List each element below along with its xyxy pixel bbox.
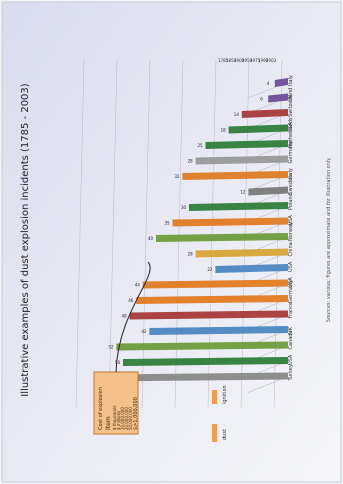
category-label: Sweden — [288, 175, 294, 195]
bar — [129, 310, 288, 320]
key: dust ignition — [212, 385, 228, 442]
data-label: 48 — [122, 314, 128, 319]
key-label-dust: dust — [222, 429, 228, 440]
data-label: 50 — [115, 360, 121, 365]
legend-item-1: $ thousands — [112, 405, 117, 430]
bar — [228, 124, 288, 134]
legend-item-5: 50,000,000 — [128, 407, 133, 430]
data-label: 4 — [267, 81, 270, 86]
category-label: USA — [288, 215, 294, 226]
legend-title: Cost of explosion — [98, 387, 104, 430]
data-label: 12 — [240, 190, 246, 195]
data-label: 25 — [198, 143, 204, 148]
legend-connector — [115, 261, 151, 373]
legend-item-2: $ millions — [116, 411, 121, 430]
data-label: 35 — [165, 221, 171, 226]
data-label: 30 — [181, 205, 187, 210]
gridline-vertical — [174, 59, 184, 409]
category-label: Netherlands — [288, 117, 294, 148]
category-label: Poland — [288, 193, 294, 210]
category-label: UK — [288, 94, 294, 102]
data-label: 52 — [108, 345, 114, 350]
category-label: Italy — [288, 168, 294, 179]
legend-box: Cost of explosion Item $ thousands $ mil… — [93, 371, 139, 435]
category-label: Germany — [288, 140, 294, 163]
bar — [241, 109, 288, 118]
bar — [205, 140, 288, 149]
bar — [142, 279, 288, 289]
category-label: Italy — [288, 75, 294, 86]
category-label: Germany — [288, 280, 294, 303]
axis-tick-label: 1900 — [234, 58, 245, 63]
bar — [195, 248, 288, 258]
legend-item-3: 10,000,000 — [120, 407, 125, 430]
axis-tick-label: 1850 — [226, 58, 237, 63]
slide-title: Illustrative examples of dust explosion … — [20, 83, 31, 396]
data-label: 44 — [135, 283, 141, 288]
key-swatch-dust — [212, 424, 217, 442]
data-label: 18 — [221, 128, 227, 133]
bar — [116, 341, 289, 351]
data-label: 14 — [234, 112, 240, 117]
data-label: 46 — [128, 298, 134, 303]
data-label: 6 — [260, 97, 263, 102]
data-label: 40 — [148, 236, 154, 241]
bar — [274, 78, 288, 87]
category-label: USA — [288, 277, 294, 288]
axis-tick-label: 1785 — [218, 58, 229, 63]
key-label-ignition: ignition — [222, 385, 228, 404]
category-label: China — [288, 242, 294, 256]
category-label: Turkey — [288, 364, 294, 381]
bar — [109, 372, 288, 382]
bar — [136, 295, 288, 304]
bar — [268, 93, 288, 103]
category-label: UK — [288, 326, 294, 334]
bar — [248, 186, 288, 196]
gridline-vertical — [207, 59, 217, 409]
legend-big-value: $>1,000,000 — [133, 397, 139, 430]
gridline-vertical — [108, 59, 118, 409]
bar — [149, 326, 288, 335]
axis-tick-label: 1950 — [242, 58, 253, 63]
category-label: Switzerland — [288, 88, 294, 117]
data-label: 32 — [174, 174, 180, 179]
data-label: 28 — [188, 252, 194, 257]
bar — [189, 202, 288, 211]
category-label: Norway — [288, 222, 294, 241]
data-label: 22 — [207, 267, 213, 272]
axis-tick-label: 1990 — [258, 58, 269, 63]
category-label: Canada — [288, 330, 294, 349]
category-label: USA — [288, 261, 294, 272]
category-label: France — [288, 302, 294, 319]
legend-subtitle: Item — [105, 416, 112, 430]
data-label: 28 — [188, 159, 194, 164]
data-label: 42 — [141, 329, 147, 334]
legend-background — [93, 371, 139, 435]
bar — [215, 264, 288, 273]
bar — [123, 357, 288, 366]
gridline-vertical — [75, 59, 85, 409]
key-swatch-ignition — [212, 390, 217, 404]
bar — [195, 155, 288, 165]
category-label: USA — [288, 354, 294, 365]
footnote: Sources: various; figures are approximat… — [326, 158, 332, 322]
axis-tick-label: 2003 — [266, 58, 277, 63]
bar — [182, 171, 288, 180]
bar — [156, 233, 288, 242]
category-label: USA — [288, 122, 294, 133]
bar — [172, 217, 288, 227]
legend-item-4: 20,000,000 — [124, 407, 129, 430]
axis-tick-label: 1975 — [250, 58, 261, 63]
